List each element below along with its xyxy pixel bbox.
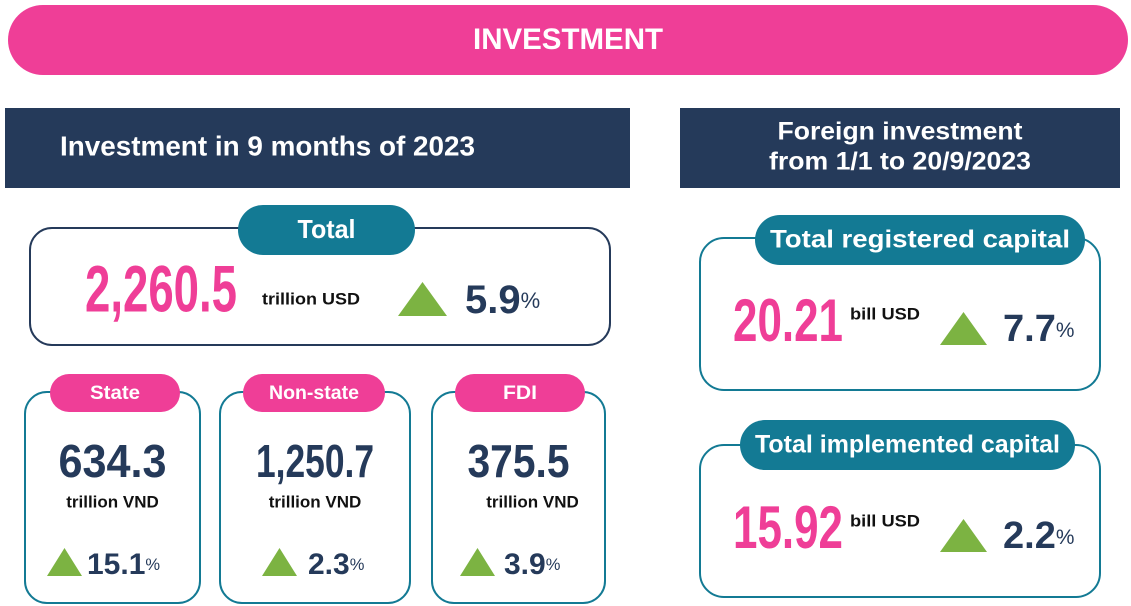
change: 2.3% <box>308 548 365 581</box>
unit: bill USD <box>850 304 920 323</box>
change: 2.2% <box>1003 515 1074 557</box>
foreign-title-line: Foreign investment <box>778 118 1024 146</box>
up-arrow <box>940 519 987 552</box>
change-unit: % <box>145 556 160 574</box>
change-unit: % <box>546 556 561 574</box>
change-unit: % <box>1056 319 1075 342</box>
unit: trillion USD <box>262 289 360 308</box>
change-unit: % <box>350 556 365 574</box>
change-unit: % <box>1056 526 1075 549</box>
up-arrow <box>47 548 82 576</box>
label: Non-state <box>269 383 359 404</box>
change: 5.9% <box>465 278 540 322</box>
up-arrow <box>262 548 297 576</box>
label-pill <box>455 374 585 412</box>
label: Total implemented capital <box>755 431 1060 459</box>
domestic-title-bar <box>5 108 630 188</box>
unit: trillion VND <box>269 492 362 511</box>
label: Total registered capital <box>770 226 1070 254</box>
up-arrow <box>398 282 447 316</box>
unit: bill USD <box>850 511 920 530</box>
foreign-title-bar <box>680 108 1120 188</box>
change-value: 15.1 <box>87 548 145 581</box>
change-value: 2.2 <box>1003 515 1056 557</box>
change-value: 2.3 <box>308 548 350 581</box>
value: 375.5 <box>468 435 570 487</box>
label-pill <box>238 205 415 255</box>
value: 2,260.5 <box>85 251 237 325</box>
label-pill <box>755 215 1085 265</box>
unit: trillion VND <box>66 492 159 511</box>
foreign-title-line: from 1/1 to 20/9/2023 <box>769 148 1031 176</box>
label-pill <box>740 420 1075 470</box>
change-value: 3.9 <box>504 548 546 581</box>
domestic-title: Investment in 9 months of 2023 <box>60 130 475 161</box>
header-title: INVESTMENT <box>473 23 663 56</box>
value: 20.21 <box>733 287 843 354</box>
up-arrow <box>460 548 495 576</box>
change-value: 7.7 <box>1003 308 1056 350</box>
change: 3.9% <box>504 548 561 581</box>
label: Total <box>298 214 356 244</box>
label-pill <box>50 374 180 412</box>
change-value: 5.9 <box>465 278 521 322</box>
header-bar <box>8 5 1128 75</box>
change: 15.1% <box>87 548 160 581</box>
up-arrow <box>940 312 987 345</box>
label: State <box>90 383 140 404</box>
value: 1,250.7 <box>256 435 374 487</box>
label: FDI <box>503 383 537 404</box>
label-pill <box>243 374 385 412</box>
value: 15.92 <box>733 494 843 561</box>
change-unit: % <box>521 288 541 313</box>
value: 634.3 <box>59 435 167 487</box>
change: 7.7% <box>1003 308 1074 350</box>
unit: trillion VND <box>486 492 579 511</box>
